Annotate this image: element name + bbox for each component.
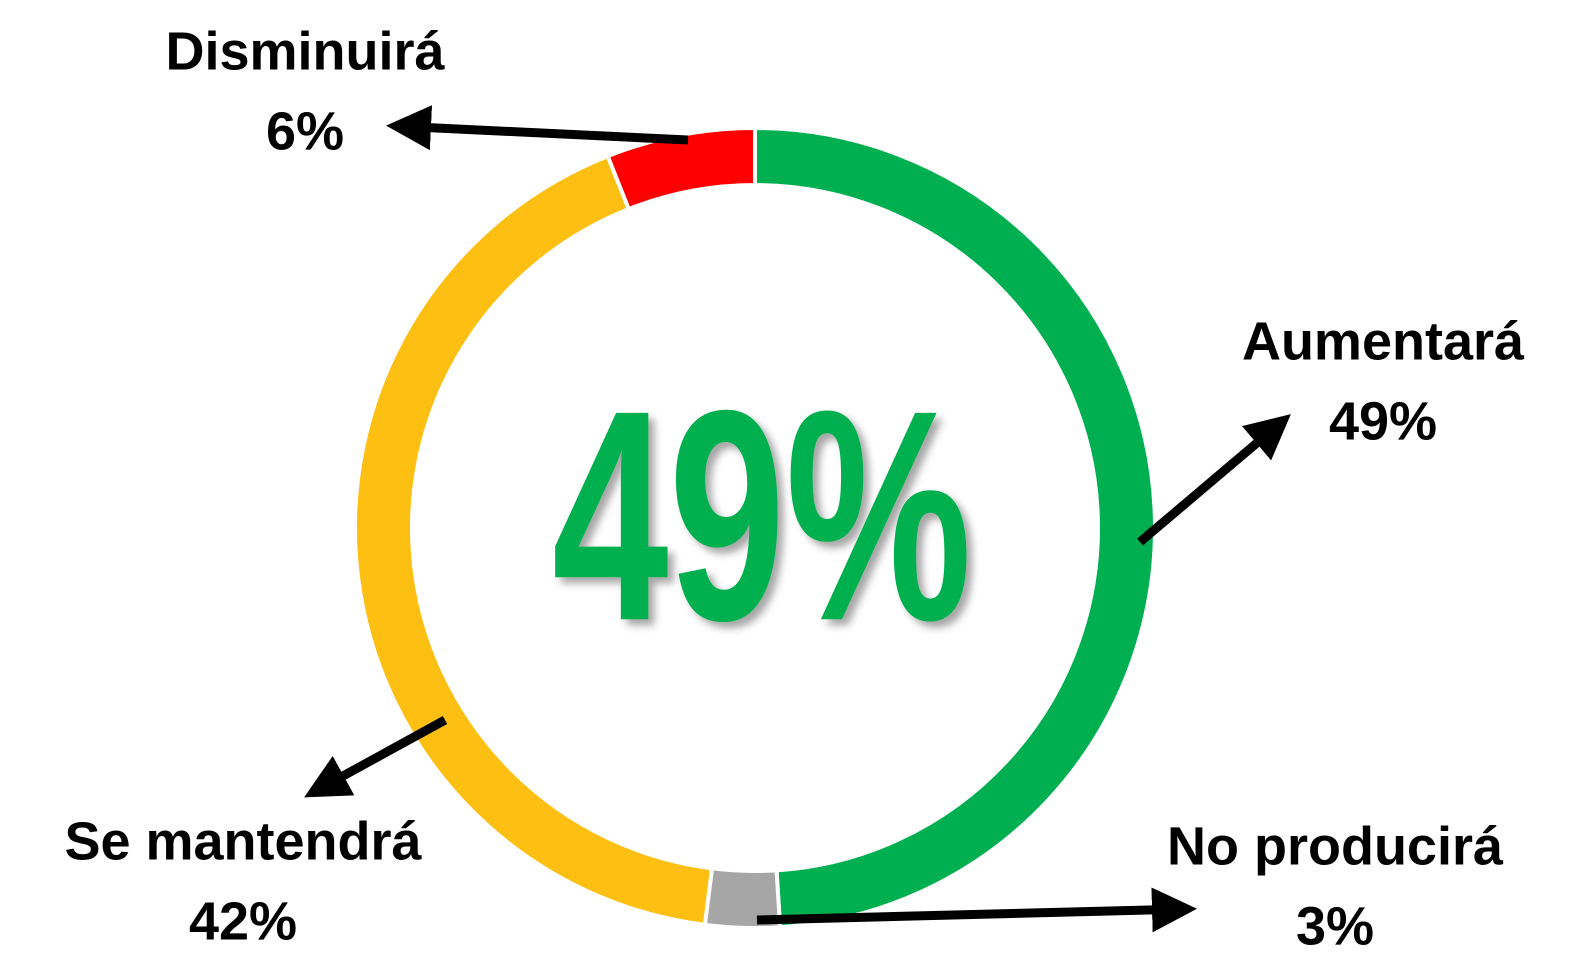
leader-lines	[304, 105, 1291, 933]
category-label: Se mantendrá	[64, 811, 422, 871]
leader-line	[386, 105, 689, 151]
leader-line	[304, 716, 448, 798]
category-label: No producirá	[1167, 816, 1504, 876]
category-label: Disminuirá	[165, 21, 445, 81]
value-label: 3%	[1296, 896, 1374, 956]
value-label: 49%	[1329, 391, 1437, 451]
donut	[353, 125, 1157, 930]
leader-line	[1137, 414, 1291, 546]
leader-line	[756, 887, 1197, 933]
slice	[353, 153, 715, 928]
category-label: Aumentará	[1242, 311, 1525, 371]
slice	[753, 125, 1157, 930]
center-label: 49%	[552, 347, 972, 683]
value-label: 42%	[189, 891, 297, 951]
value-label: 6%	[266, 101, 344, 161]
